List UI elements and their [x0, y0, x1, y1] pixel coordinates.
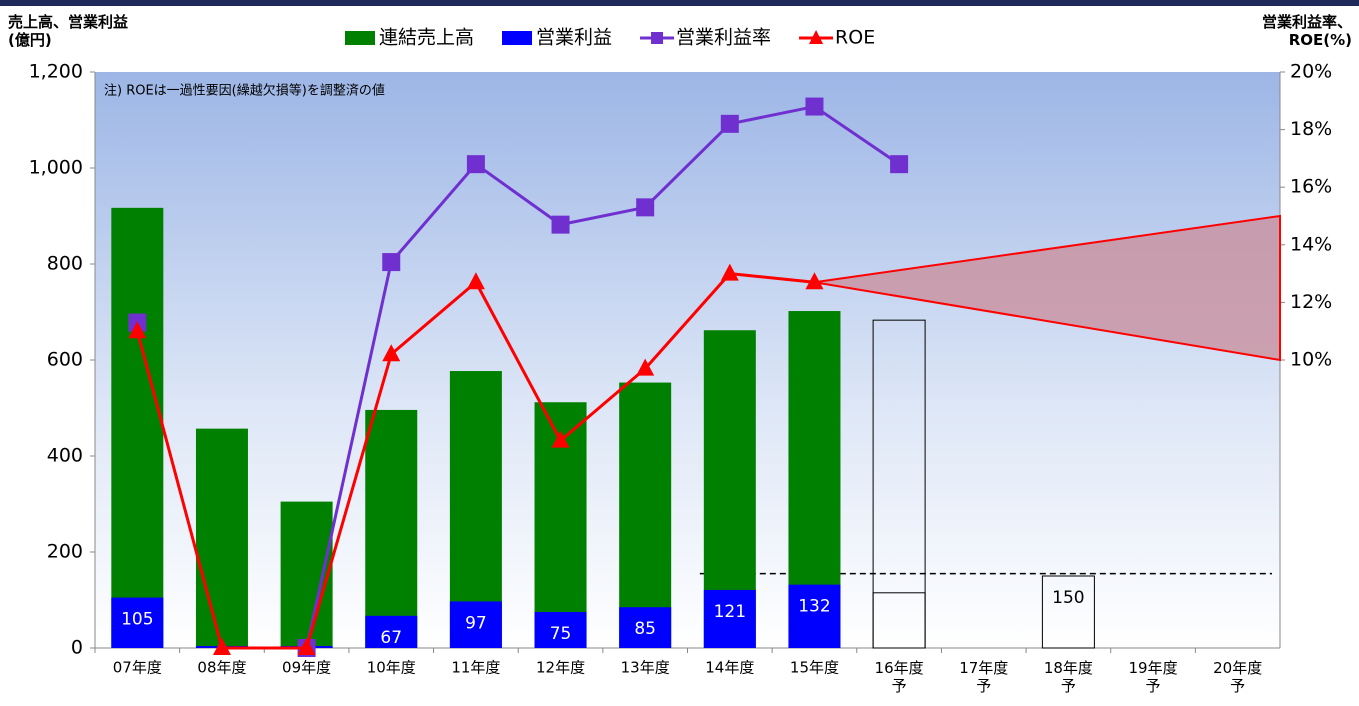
data-label: 121: [714, 602, 746, 622]
marker: [720, 114, 739, 133]
bar: [111, 207, 164, 648]
bar: [365, 615, 418, 648]
data-label: 67: [380, 628, 402, 648]
x-tick-label: 14年度: [705, 659, 754, 677]
x-tick-label: 11年度: [451, 659, 500, 677]
y-axis-label: 売上高、営業利益(億円): [8, 13, 128, 49]
data-label: 75: [550, 624, 572, 644]
roe-target-range: [814, 214, 1281, 362]
line: [305, 104, 900, 649]
marker: [551, 430, 570, 448]
x-tick-label: 17年度予: [959, 659, 1008, 695]
x-tick-label: 13年度: [621, 659, 670, 677]
bar: [619, 382, 672, 648]
x-tick-label: 07年度: [113, 659, 162, 677]
bar: [703, 589, 756, 648]
legend-label: ROE: [835, 27, 875, 49]
bar: [788, 584, 841, 648]
bar: [449, 601, 502, 648]
marker: [466, 155, 485, 174]
y-tick-label: 1,000: [29, 157, 83, 179]
x-tick-label: 18年度予: [1044, 659, 1093, 695]
marker: [805, 97, 824, 116]
data-label: 105: [121, 610, 153, 630]
marker: [890, 155, 909, 174]
marker: [297, 638, 316, 655]
y-tick-label: 800: [47, 253, 83, 275]
y2-tick-label: 20%: [1290, 61, 1332, 83]
marker: [212, 638, 231, 655]
y-tick-label: 1,200: [29, 61, 83, 83]
y2-tick-label: 10%: [1290, 349, 1332, 371]
legend-swatch: [345, 31, 375, 45]
x-tick-label: 09年度: [282, 659, 331, 677]
bar: [534, 612, 587, 648]
y2-tick-label: 18%: [1290, 118, 1332, 140]
y2-tick-label: 12%: [1290, 291, 1332, 313]
bar: [195, 428, 248, 648]
legend-marker: [651, 32, 664, 44]
data-label: 97: [465, 613, 487, 633]
x-tick-label: 19年度予: [1128, 659, 1177, 695]
marker: [805, 272, 824, 290]
legend-marker: [809, 30, 824, 44]
x-tick-label: 20年度予: [1213, 659, 1262, 695]
marker: [382, 253, 401, 272]
annotation: 注) ROEは一過性要因(繰越欠損等)を調整済の値: [104, 83, 385, 99]
bar: [1041, 575, 1095, 649]
marker: [636, 358, 655, 376]
bar: [111, 597, 164, 648]
legend-label: 営業利益: [536, 27, 612, 49]
x-tick-label: 10年度: [367, 659, 416, 677]
plot-area: [95, 72, 1280, 648]
legend-label: 営業利益率: [676, 27, 771, 49]
y-tick-label: 400: [47, 445, 83, 467]
x-tick-label: 16年度予: [875, 659, 924, 695]
y2-tick-label: 16%: [1290, 176, 1332, 198]
bar: [280, 501, 333, 648]
marker: [551, 215, 570, 234]
data-label: 132: [798, 597, 830, 617]
data-label: 150: [1052, 588, 1084, 608]
marker: [466, 272, 485, 290]
top-strip: [0, 0, 1359, 6]
y-tick-label: 600: [47, 349, 83, 371]
legend-label: 連結売上高: [379, 27, 474, 49]
bar: [365, 409, 418, 648]
bar: [872, 592, 926, 649]
y2-tick-label: 14%: [1290, 233, 1332, 255]
x-tick-label: 12年度: [536, 659, 585, 677]
marker: [720, 263, 739, 281]
y-tick-label: 0: [71, 637, 83, 659]
marker: [382, 344, 401, 362]
legend-swatch: [502, 31, 533, 45]
marker: [128, 321, 147, 339]
x-tick-label: 15年度: [790, 659, 839, 677]
marker: [636, 198, 655, 217]
bar: [619, 607, 672, 648]
y-tick-label: 200: [47, 541, 83, 563]
y2-axis-label: 営業利益率、 ROE(%): [1262, 13, 1352, 49]
x-tick-label: 08年度: [197, 659, 246, 677]
data-label: 85: [634, 619, 656, 639]
